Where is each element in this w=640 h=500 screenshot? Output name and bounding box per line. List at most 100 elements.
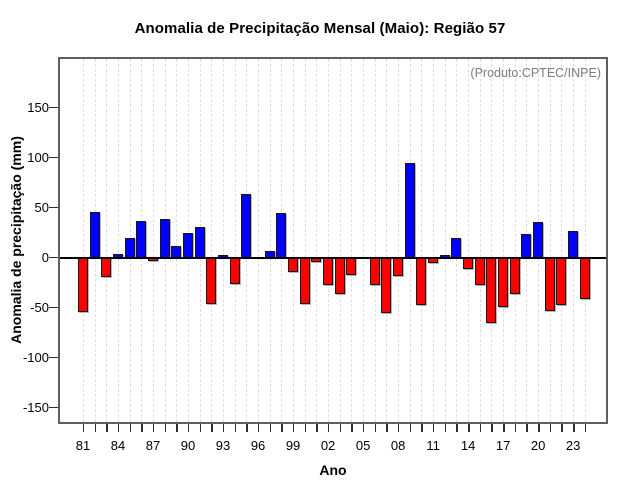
bar-1991 <box>194 226 205 258</box>
gridline-2015 <box>479 59 481 422</box>
y-tick-50 <box>49 206 58 209</box>
x-tick-label-2017: 17 <box>495 438 511 453</box>
gridline-2001 <box>316 59 318 422</box>
x-tick-1986 <box>141 424 143 432</box>
x-tick-2015 <box>479 424 482 432</box>
bar-1992 <box>206 257 217 304</box>
bar-1985 <box>124 237 135 258</box>
gridline-1997 <box>269 59 271 422</box>
gridline-2014 <box>468 59 470 422</box>
y-tick-label--50: -50 <box>30 300 49 315</box>
bar-2014 <box>463 257 474 269</box>
gridline-2000 <box>304 59 306 422</box>
plot-area: 81 84 87 90 93 96 99 02 05 08 11 14 17 20 23 -150 -100 -… <box>23 57 608 453</box>
x-tick-1992 <box>211 424 213 432</box>
x-tick-1995 <box>246 424 248 432</box>
bar-2020 <box>533 221 544 258</box>
bar-2015 <box>474 257 485 285</box>
bar-1986 <box>136 220 147 258</box>
bar-2021 <box>544 257 555 311</box>
x-tick-label-1981: 81 <box>75 438 91 453</box>
bar-2002 <box>323 257 334 285</box>
bar-2003 <box>334 257 345 294</box>
gridline-2010 <box>421 59 423 422</box>
x-tick-1982 <box>94 424 97 432</box>
gridline-2012 <box>444 59 446 422</box>
y-tick-label-0: 0 <box>41 250 49 265</box>
gridline-2002 <box>328 59 330 422</box>
x-tick-2019 <box>526 424 528 432</box>
bar-2016 <box>486 257 497 323</box>
gridline-1999 <box>293 59 295 422</box>
x-tick-1988 <box>164 424 167 432</box>
bar-1995 <box>241 193 252 258</box>
x-tick-label-2020: 20 <box>530 438 546 453</box>
x-tick-2001 <box>316 424 318 432</box>
x-tick-1993 <box>223 424 225 432</box>
x-tick-2021 <box>549 424 552 432</box>
x-tick-label-1990: 90 <box>180 438 196 453</box>
x-tick-2011 <box>433 424 435 432</box>
x-tick-label-2011: 11 <box>426 438 440 453</box>
gridline-2017 <box>503 59 505 422</box>
gridline-2018 <box>514 59 516 422</box>
bar-2017 <box>498 257 509 307</box>
x-tick-2009 <box>409 424 412 432</box>
gridline-2003 <box>339 59 341 422</box>
x-tick-1981 <box>83 424 85 432</box>
gridline-1994 <box>234 59 236 422</box>
x-tick-label-2008: 08 <box>390 438 406 453</box>
x-tick-1997 <box>269 424 272 432</box>
x-tick-2022 <box>561 424 563 432</box>
x-tick-2020 <box>538 424 540 432</box>
x-tick-label-1999: 99 <box>285 438 301 453</box>
bar-2022 <box>556 257 567 305</box>
x-tick-2005 <box>363 424 365 432</box>
bar-2004 <box>346 257 357 275</box>
x-tick-2004 <box>351 424 353 432</box>
x-tick-2013 <box>456 424 458 432</box>
bar-1994 <box>229 257 240 284</box>
gridline-2008 <box>398 59 400 422</box>
x-tick-label-1987: 87 <box>145 438 161 453</box>
y-tick-label-50: 50 <box>34 200 49 215</box>
bar-1981 <box>78 257 88 312</box>
bar-2010 <box>416 257 427 305</box>
x-tick-label-1984: 84 <box>110 438 126 453</box>
bar-2018 <box>509 257 520 294</box>
x-tick-label-1996: 96 <box>250 438 266 453</box>
bar-2006 <box>369 257 380 285</box>
y-tick-label-150: 150 <box>27 100 49 115</box>
x-tick-1990 <box>188 424 190 432</box>
bar-1983 <box>101 257 112 277</box>
x-tick-2012 <box>444 424 447 432</box>
x-tick-2000 <box>304 424 307 432</box>
gridline-1984 <box>118 59 119 422</box>
x-tick-1994 <box>234 424 237 432</box>
x-tick-2018 <box>514 424 517 432</box>
x-tick-2014 <box>468 424 470 432</box>
gridline-2024 <box>584 59 586 422</box>
x-tick-1991 <box>199 424 202 432</box>
gridline-2022 <box>561 59 563 422</box>
gridline-1989 <box>176 59 178 422</box>
bar-2007 <box>381 257 392 313</box>
x-tick-2016 <box>491 424 493 432</box>
y-tick-100 <box>49 156 58 159</box>
x-tick-2006 <box>374 424 377 432</box>
x-tick-2007 <box>386 424 388 432</box>
x-axis-title: Ano <box>319 462 347 478</box>
x-tick-2017 <box>503 424 505 432</box>
gridline-2006 <box>374 59 376 422</box>
bar-2009 <box>404 162 415 258</box>
gridline-2011 <box>433 59 435 422</box>
x-tick-2008 <box>398 424 400 432</box>
y-tick-0 <box>49 256 58 259</box>
gridline-2005 <box>363 59 365 422</box>
gridline-1996 <box>258 59 260 422</box>
y-tick-label--100: -100 <box>22 350 49 365</box>
bar-2023 <box>568 230 579 258</box>
x-tick-label-2023: 23 <box>565 438 581 453</box>
x-tick-label-2005: 05 <box>355 438 371 453</box>
